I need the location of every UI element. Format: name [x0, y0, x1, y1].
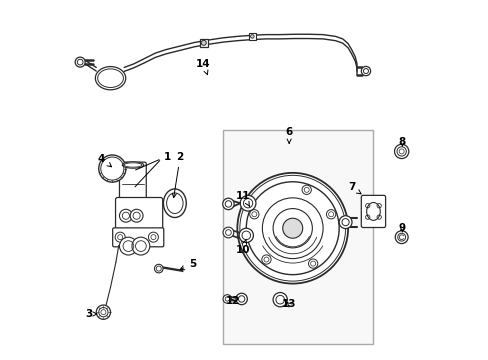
Circle shape [249, 210, 259, 219]
Ellipse shape [98, 69, 123, 87]
Text: 2: 2 [172, 152, 183, 198]
Circle shape [75, 57, 85, 67]
Circle shape [223, 227, 233, 238]
Text: 12: 12 [225, 296, 240, 306]
FancyBboxPatch shape [119, 162, 146, 202]
Text: 10: 10 [235, 239, 249, 255]
Text: 6: 6 [285, 127, 292, 143]
Circle shape [119, 209, 132, 222]
Ellipse shape [366, 203, 380, 220]
Circle shape [240, 195, 255, 211]
Circle shape [154, 264, 163, 273]
Circle shape [302, 185, 311, 194]
Ellipse shape [166, 193, 183, 213]
Circle shape [308, 259, 317, 268]
Text: 13: 13 [281, 299, 296, 309]
Text: 1: 1 [164, 152, 171, 162]
Circle shape [326, 210, 335, 219]
FancyBboxPatch shape [115, 198, 163, 232]
Circle shape [282, 218, 302, 238]
Circle shape [261, 255, 270, 264]
Circle shape [237, 173, 347, 284]
Circle shape [235, 293, 247, 305]
Ellipse shape [124, 163, 142, 167]
Bar [223, 130, 372, 344]
Circle shape [272, 293, 287, 307]
Text: 7: 7 [347, 182, 360, 194]
Circle shape [130, 209, 143, 222]
Text: 4: 4 [98, 154, 111, 167]
Bar [248, 33, 255, 40]
Text: 3: 3 [85, 309, 97, 319]
Circle shape [201, 40, 206, 45]
Text: 11: 11 [236, 191, 250, 206]
Ellipse shape [163, 189, 186, 217]
Ellipse shape [95, 67, 125, 90]
Ellipse shape [122, 162, 143, 168]
Circle shape [115, 232, 125, 242]
Circle shape [339, 216, 351, 229]
FancyBboxPatch shape [112, 228, 163, 247]
Text: 5: 5 [180, 259, 196, 270]
FancyBboxPatch shape [361, 195, 385, 228]
Circle shape [96, 305, 110, 319]
Circle shape [99, 155, 125, 182]
Circle shape [394, 144, 408, 158]
Text: 8: 8 [398, 138, 405, 148]
Circle shape [361, 66, 370, 76]
Circle shape [148, 232, 158, 242]
Circle shape [119, 237, 137, 255]
Circle shape [132, 237, 149, 255]
Circle shape [250, 35, 254, 38]
Text: 14: 14 [196, 59, 210, 75]
Circle shape [394, 231, 407, 244]
Text: 9: 9 [398, 223, 405, 233]
Circle shape [222, 198, 234, 210]
Bar [200, 39, 207, 47]
Circle shape [223, 295, 231, 303]
Circle shape [239, 228, 253, 243]
